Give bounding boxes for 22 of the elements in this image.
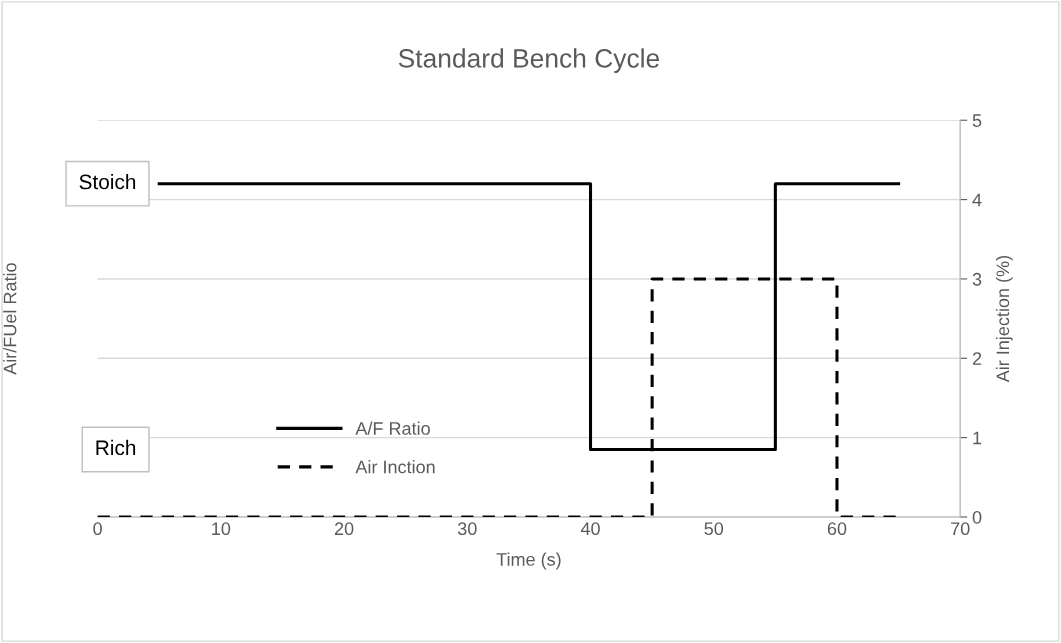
chart-title: Standard Bench Cycle [398, 48, 660, 73]
y2-tick-label: 3 [972, 272, 982, 286]
y-axis-title: Air/FUel Ratio [3, 263, 17, 375]
y2-tick-label: 1 [973, 431, 982, 445]
x-tick-label: 70 [951, 522, 970, 536]
y2-tick-label: 0 [972, 510, 982, 524]
x-tick-label: 30 [457, 522, 477, 536]
x-tick-label: 0 [93, 522, 102, 536]
annotation: Stoich [79, 174, 136, 190]
y2-tick-label: 2 [972, 352, 982, 365]
annotation: Rich [96, 439, 136, 456]
x-tick-label: 60 [827, 522, 847, 536]
x-tick-label: 40 [580, 522, 600, 536]
y2-tick-label: 5 [972, 114, 982, 127]
x-tick-label: 10 [212, 522, 231, 536]
y2-tick-label: 4 [972, 193, 982, 207]
legend-label: Air Inction [355, 460, 435, 474]
legend-label: A/F Ratio [355, 421, 430, 435]
x-tick-label: 50 [704, 522, 724, 536]
y2-axis-title: Air Injection (%) [995, 256, 1013, 383]
x-tick-label: 20 [334, 522, 354, 536]
x-axis-title: Time (s) [496, 552, 561, 570]
